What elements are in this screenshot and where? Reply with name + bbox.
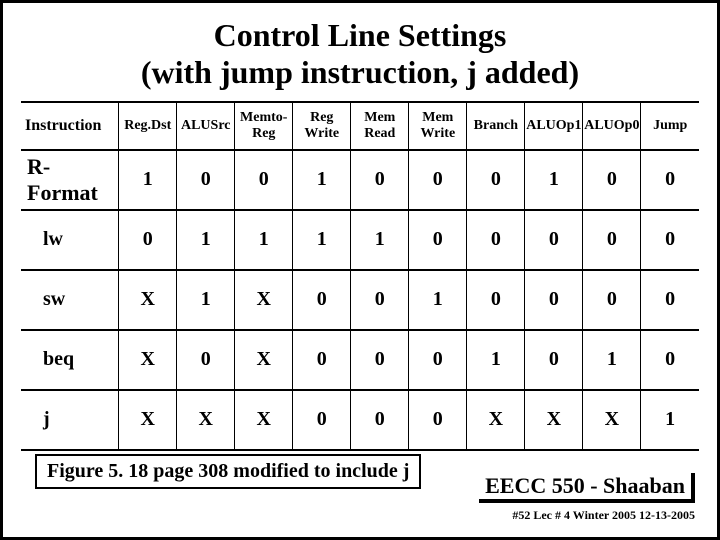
- cell: 0: [641, 210, 699, 270]
- cell: X: [177, 390, 235, 450]
- col-regdst: Reg.Dst: [119, 102, 177, 150]
- cell: 1: [351, 210, 409, 270]
- cell: 0: [467, 270, 525, 330]
- table-row: R-Format 1 0 0 1 0 0 0 1 0 0: [21, 150, 699, 210]
- cell: 0: [525, 330, 583, 390]
- slide-frame: Control Line Settings (with jump instruc…: [0, 0, 720, 540]
- cell: 1: [177, 210, 235, 270]
- col-memwrite: MemWrite: [409, 102, 467, 150]
- table-body: R-Format 1 0 0 1 0 0 0 1 0 0 lw 0 1 1 1 …: [21, 150, 699, 450]
- col-aluop1: ALUOp1: [525, 102, 583, 150]
- cell: 0: [525, 270, 583, 330]
- col-memread: MemRead: [351, 102, 409, 150]
- cell: 0: [351, 150, 409, 210]
- course-footer: EECC 550 - Shaaban: [479, 473, 695, 503]
- cell: 0: [525, 210, 583, 270]
- cell: 0: [351, 390, 409, 450]
- cell: X: [235, 270, 293, 330]
- cell-instruction: sw: [21, 270, 119, 330]
- col-memtoreg: Memto-Reg: [235, 102, 293, 150]
- cell: 0: [293, 330, 351, 390]
- cell: X: [583, 390, 641, 450]
- cell: 0: [583, 270, 641, 330]
- cell: X: [235, 330, 293, 390]
- cell: 0: [177, 330, 235, 390]
- cell-instruction: j: [21, 390, 119, 450]
- table-row: j X X X 0 0 0 X X X 1: [21, 390, 699, 450]
- cell: 0: [293, 390, 351, 450]
- cell: 0: [177, 150, 235, 210]
- cell: X: [119, 390, 177, 450]
- cell: X: [525, 390, 583, 450]
- cell: 1: [293, 210, 351, 270]
- cell: 0: [293, 270, 351, 330]
- table-row: sw X 1 X 0 0 1 0 0 0 0: [21, 270, 699, 330]
- cell: 1: [641, 390, 699, 450]
- cell: 0: [351, 330, 409, 390]
- cell: 0: [467, 210, 525, 270]
- cell: 0: [235, 150, 293, 210]
- cell: X: [119, 270, 177, 330]
- cell: 1: [177, 270, 235, 330]
- cell: 0: [641, 270, 699, 330]
- cell: 0: [583, 210, 641, 270]
- cell: 0: [409, 150, 467, 210]
- cell: 1: [235, 210, 293, 270]
- slide-title: Control Line Settings (with jump instruc…: [21, 17, 699, 91]
- col-instruction: Instruction: [21, 102, 119, 150]
- cell-instruction: beq: [21, 330, 119, 390]
- table-header-row: Instruction Reg.Dst ALUSrc Memto-Reg Reg…: [21, 102, 699, 150]
- cell: 0: [641, 330, 699, 390]
- figure-caption: Figure 5. 18 page 308 modified to includ…: [35, 454, 421, 489]
- cell: 1: [583, 330, 641, 390]
- cell: 0: [119, 210, 177, 270]
- cell: 0: [467, 150, 525, 210]
- cell: 0: [409, 390, 467, 450]
- title-line-2: (with jump instruction, j added): [141, 54, 579, 90]
- col-alusrc: ALUSrc: [177, 102, 235, 150]
- cell-instruction: R-Format: [21, 150, 119, 210]
- cell: 0: [409, 210, 467, 270]
- col-aluop0: ALUOp0: [583, 102, 641, 150]
- cell: 0: [583, 150, 641, 210]
- slide-meta: #52 Lec # 4 Winter 2005 12-13-2005: [512, 508, 695, 523]
- cell: 1: [525, 150, 583, 210]
- cell: 1: [119, 150, 177, 210]
- cell: 1: [293, 150, 351, 210]
- table-row: lw 0 1 1 1 1 0 0 0 0 0: [21, 210, 699, 270]
- cell: 0: [641, 150, 699, 210]
- control-line-table: Instruction Reg.Dst ALUSrc Memto-Reg Reg…: [21, 101, 699, 451]
- title-line-1: Control Line Settings: [214, 17, 507, 53]
- cell: 0: [351, 270, 409, 330]
- cell-instruction: lw: [21, 210, 119, 270]
- table-row: beq X 0 X 0 0 0 1 0 1 0: [21, 330, 699, 390]
- cell: 0: [409, 330, 467, 390]
- cell: 1: [467, 330, 525, 390]
- col-branch: Branch: [467, 102, 525, 150]
- col-jump: Jump: [641, 102, 699, 150]
- cell: X: [119, 330, 177, 390]
- cell: X: [235, 390, 293, 450]
- col-regwrite: RegWrite: [293, 102, 351, 150]
- cell: X: [467, 390, 525, 450]
- cell: 1: [409, 270, 467, 330]
